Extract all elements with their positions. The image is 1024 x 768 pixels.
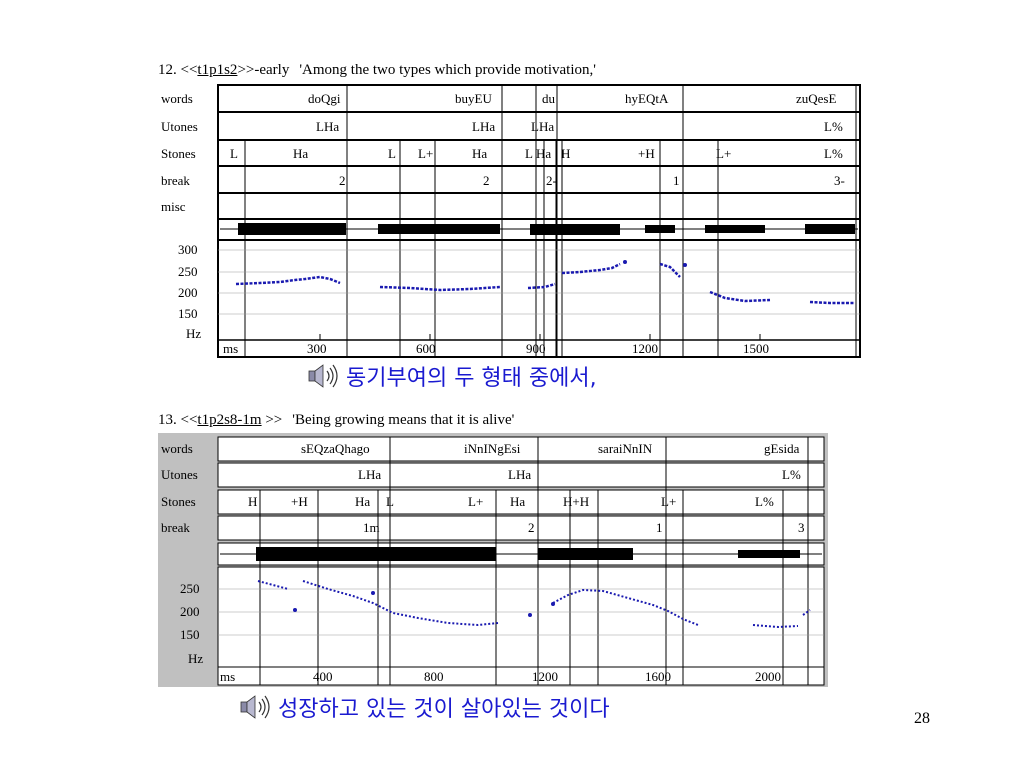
panel12-row-label-stones: Stones xyxy=(161,146,196,161)
panel13-y-tick: 250 xyxy=(180,581,200,596)
panel13-waveform xyxy=(220,547,822,561)
panel12-break: 1 xyxy=(673,173,680,188)
panel12-utone: LHa xyxy=(316,119,339,134)
panel13-suffix: >> xyxy=(265,412,283,428)
panel13-pitch-contour xyxy=(257,580,811,629)
panel12-stone: Ha xyxy=(536,146,551,161)
panel12-stone: L xyxy=(388,146,396,161)
panel13-stone: L xyxy=(386,494,394,509)
panel12-stone: L+ xyxy=(716,146,731,161)
panel12-header: 12. <<t1p1s2>>-early 'Among the two types… xyxy=(158,62,596,79)
panel13-stone: Ha xyxy=(355,494,370,509)
panel13-utone: LHa xyxy=(358,467,381,482)
panel12-word: hyEQtA xyxy=(625,91,669,106)
panel12-break: 2- xyxy=(546,173,557,188)
panel13-utone: LHa xyxy=(508,467,531,482)
panel13-caption-row: 성장하고 있는 것이 살아있는 것이다 xyxy=(238,691,610,723)
panel13-x-tick: 1200 xyxy=(532,669,558,684)
panel12-link[interactable]: t1p1s2 xyxy=(197,62,238,78)
panel12-utone: LHa xyxy=(531,119,554,134)
speaker-icon[interactable] xyxy=(306,361,344,391)
panel12-break: 2 xyxy=(339,173,346,188)
panel13-word: saraiNnIN xyxy=(598,441,653,456)
panel12-row-label-words: words xyxy=(161,91,193,106)
panel13-utone: L% xyxy=(782,467,801,482)
panel12-break: 2 xyxy=(483,173,490,188)
panel13-header: 13. <<t1p2s8-1m >> 'Being growing means t… xyxy=(158,412,514,429)
panel12-x-tick: 600 xyxy=(416,341,436,356)
panel12-row-label-misc: misc xyxy=(161,199,186,214)
panel12-pitch-track: words Utones Stones break misc doQgi xyxy=(161,84,861,358)
panel12-stone: +H xyxy=(638,146,655,161)
panel12-caption-row: 동기부여의 두 형태 중에서, xyxy=(306,360,597,392)
panel12-y-unit: Hz xyxy=(186,326,201,341)
panel12-y-tick: 250 xyxy=(178,264,198,279)
panel12-x-unit: ms xyxy=(223,341,238,356)
panel13-row-label-words: words xyxy=(161,441,193,456)
panel12-word: buyEU xyxy=(455,91,492,106)
panel13-word: sEQzaQhago xyxy=(301,441,370,456)
panel13-caption: 성장하고 있는 것이 살아있는 것이다 xyxy=(278,697,610,722)
panel13-stone: H+H xyxy=(563,494,589,509)
panel13-break: 1m xyxy=(363,520,380,535)
panel13-y-tick: 200 xyxy=(180,604,200,619)
panel12-y-tick: 150 xyxy=(178,306,198,321)
panel12-word: du xyxy=(542,91,556,106)
panel12-x-tick: 1500 xyxy=(743,341,769,356)
panel12-stone: H xyxy=(561,146,570,161)
panel13-stone: L% xyxy=(755,494,774,509)
panel13-break: 2 xyxy=(528,520,535,535)
panel13-stone: L+ xyxy=(661,494,676,509)
panel13-x-tick: 800 xyxy=(424,669,444,684)
panel12-stone: L xyxy=(230,146,238,161)
panel12-quote: 'Among the two types which provide motiv… xyxy=(299,62,596,78)
panel13-row-label-utones: Utones xyxy=(161,467,198,482)
panel13-stone: Ha xyxy=(510,494,525,509)
panel13-link[interactable]: t1p2s8-1m xyxy=(197,412,262,428)
panel13-x-tick: 1600 xyxy=(645,669,671,684)
panel13-break: 1 xyxy=(656,520,663,535)
panel12-x-tick: 300 xyxy=(307,341,327,356)
panel13-row-label-stones: Stones xyxy=(161,494,196,509)
panel12-stone: Ha xyxy=(293,146,308,161)
panel12-row-label-utones: Utones xyxy=(161,119,198,134)
panel12-suffix: >>-early xyxy=(237,62,290,78)
panel12-y-tick: 300 xyxy=(178,242,198,257)
panel13-x-tick: 400 xyxy=(313,669,333,684)
panel12-x-tick: 1200 xyxy=(632,341,658,356)
panel13-number: 13. << xyxy=(158,412,198,428)
panel12-utone: LHa xyxy=(472,119,495,134)
panel12-x-tick: 900 xyxy=(526,341,546,356)
panel13-word: iNnINgEsi xyxy=(464,441,521,456)
panel12-stone: L+ xyxy=(418,146,433,161)
panel12-y-tick: 200 xyxy=(178,285,198,300)
panel12-break: 3- xyxy=(834,173,845,188)
panel12-stone: L xyxy=(525,146,533,161)
speaker-icon[interactable] xyxy=(238,692,276,722)
page-number: 28 xyxy=(914,710,930,727)
panel13-row-label-break: break xyxy=(161,520,190,535)
panel13-y-tick: 150 xyxy=(180,627,200,642)
panel13-x-unit: ms xyxy=(220,669,235,684)
panel12-stone: Ha xyxy=(472,146,487,161)
panel13-break: 3 xyxy=(798,520,805,535)
panel13-stone: L+ xyxy=(468,494,483,509)
panel12-waveform xyxy=(220,223,858,235)
panel13-stone: +H xyxy=(291,494,308,509)
panel13-pitch-track: words Utones Stones break sEQzaQhago iNn… xyxy=(158,433,828,687)
panel12-row-label-break: break xyxy=(161,173,190,188)
panel13-word: gEsida xyxy=(764,441,800,456)
panel13-stone: H xyxy=(248,494,257,509)
panel13-quote: 'Being growing means that it is alive' xyxy=(292,412,515,428)
panel12-caption: 동기부여의 두 형태 중에서, xyxy=(346,366,597,391)
panel12-number: 12. << xyxy=(158,62,198,78)
panel12-pitch-contour xyxy=(235,262,855,305)
panel12-frame xyxy=(217,84,861,358)
panel12-utone: L% xyxy=(824,119,843,134)
panel13-x-tick: 2000 xyxy=(755,669,781,684)
panel12-word: zuQesE xyxy=(796,91,836,106)
panel13-y-unit: Hz xyxy=(188,651,203,666)
panel12-stone: L% xyxy=(824,146,843,161)
panel12-word: doQgi xyxy=(308,91,341,106)
